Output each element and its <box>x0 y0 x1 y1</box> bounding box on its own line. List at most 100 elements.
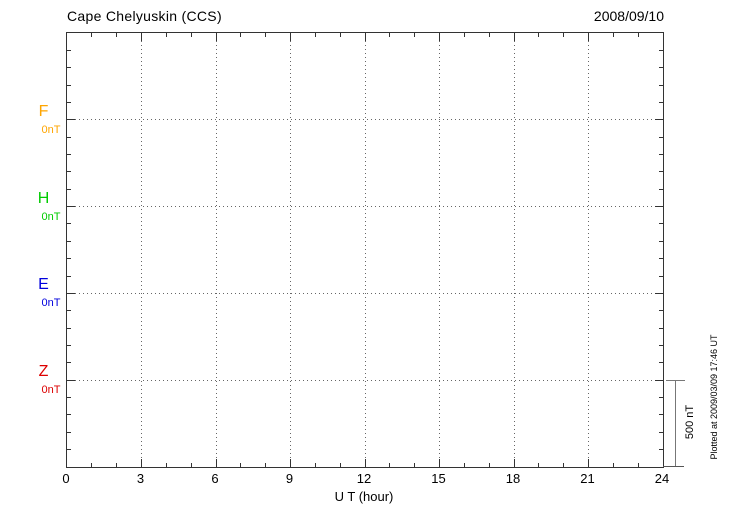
axis-tick-top <box>588 33 589 41</box>
axis-tick-right <box>659 154 663 156</box>
axis-tick-left <box>67 101 71 103</box>
x-tick-label: 21 <box>580 471 595 486</box>
axis-tick-right <box>659 240 663 242</box>
axis-tick-left <box>67 119 75 121</box>
axis-tick-top <box>265 33 267 37</box>
axis-tick-bottom <box>414 463 416 467</box>
axis-tick-top <box>439 33 440 41</box>
axis-tick-left <box>67 327 71 329</box>
x-tick-label: 24 <box>654 471 670 486</box>
axis-tick-top <box>513 33 515 41</box>
axis-tick-right <box>659 223 663 225</box>
axis-tick-bottom <box>364 459 366 467</box>
axis-tick-top <box>563 33 565 37</box>
axis-tick-right <box>659 171 663 173</box>
axis-tick-left <box>67 154 71 156</box>
axis-tick-left <box>67 84 71 86</box>
axis-tick-left <box>67 171 71 173</box>
axis-tick-right <box>659 414 663 416</box>
axis-tick-top <box>488 33 490 37</box>
axis-tick-top <box>190 33 192 37</box>
axis-tick-bottom <box>513 459 515 467</box>
channel-label-E: E <box>38 276 49 294</box>
x-tick-label: 18 <box>505 471 521 486</box>
axis-tick-right <box>659 136 663 138</box>
grid-line-horizontal <box>67 119 663 121</box>
axis-tick-right <box>659 327 663 329</box>
axis-tick-bottom <box>141 459 142 467</box>
x-tick-label: 9 <box>285 471 294 486</box>
axis-tick-bottom <box>240 463 242 467</box>
axis-tick-right <box>659 101 663 103</box>
axis-tick-left <box>67 379 75 381</box>
x-tick-label: 0 <box>62 471 70 486</box>
plot-date: 2008/09/10 <box>593 8 664 24</box>
axis-tick-bottom <box>538 463 540 467</box>
axis-tick-top <box>414 33 416 37</box>
channel-value-Z: 0nT <box>41 384 61 397</box>
axis-tick-right <box>659 362 663 364</box>
axis-tick-top <box>290 33 291 41</box>
scale-bar-line <box>675 380 676 467</box>
axis-tick-bottom <box>612 463 614 467</box>
axis-tick-left <box>67 344 71 346</box>
axis-tick-bottom <box>389 463 391 467</box>
axis-tick-bottom <box>463 463 465 467</box>
channel-value-H: 0nT <box>41 210 61 223</box>
axis-tick-bottom <box>265 463 267 467</box>
axis-tick-left <box>67 362 71 364</box>
axis-tick-bottom <box>488 463 490 467</box>
channel-value-E: 0nT <box>41 297 61 310</box>
grid-line-vertical <box>588 33 589 467</box>
axis-tick-right <box>655 379 663 381</box>
axis-tick-left <box>67 258 71 260</box>
axis-tick-bottom <box>91 463 93 467</box>
axis-tick-top <box>612 33 614 37</box>
axis-tick-left <box>67 397 71 399</box>
axis-tick-bottom <box>339 463 341 467</box>
axis-tick-right <box>659 188 663 190</box>
axis-tick-bottom <box>116 463 118 467</box>
plot-frame <box>66 32 664 468</box>
axis-tick-bottom <box>165 463 167 467</box>
axis-tick-top <box>339 33 341 37</box>
axis-tick-top <box>463 33 465 37</box>
channel-label-F: F <box>38 102 49 120</box>
x-axis-label: U T (hour) <box>334 489 394 504</box>
axis-tick-bottom <box>215 459 217 467</box>
axis-tick-right <box>659 449 663 451</box>
axis-tick-top <box>141 33 142 41</box>
axis-tick-right <box>659 431 663 433</box>
axis-tick-right <box>659 84 663 86</box>
axis-tick-right <box>659 344 663 346</box>
grid-line-vertical <box>141 33 142 467</box>
axis-tick-top <box>314 33 316 37</box>
axis-tick-bottom <box>290 459 291 467</box>
axis-tick-top <box>389 33 391 37</box>
axis-extension-line <box>663 466 684 467</box>
axis-tick-left <box>67 240 71 242</box>
axis-tick-bottom <box>314 463 316 467</box>
axis-tick-top <box>637 33 639 37</box>
axis-tick-left <box>67 275 71 277</box>
axis-tick-top <box>215 33 217 41</box>
grid-line-horizontal <box>67 292 663 294</box>
axis-tick-right <box>659 310 663 312</box>
axis-tick-left <box>67 292 75 294</box>
grid-line-vertical <box>513 33 515 467</box>
station-title: Cape Chelyuskin (CCS) <box>67 8 222 24</box>
grid-line-vertical <box>364 33 366 467</box>
axis-tick-left <box>67 310 71 312</box>
axis-tick-left <box>67 136 71 138</box>
x-tick-label: 3 <box>136 471 145 486</box>
channel-label-Z: Z <box>38 363 49 381</box>
axis-tick-left <box>67 67 71 69</box>
x-tick-label: 6 <box>211 471 219 486</box>
scale-bar-label: 500 nT <box>684 404 696 440</box>
channel-value-F: 0nT <box>41 123 61 136</box>
axis-tick-top <box>240 33 242 37</box>
axis-tick-left <box>67 431 71 433</box>
plotted-at-note: Plotted at 2009/03/09 17:46 UT <box>709 334 719 460</box>
axis-tick-right <box>655 292 663 294</box>
axis-tick-top <box>165 33 167 37</box>
